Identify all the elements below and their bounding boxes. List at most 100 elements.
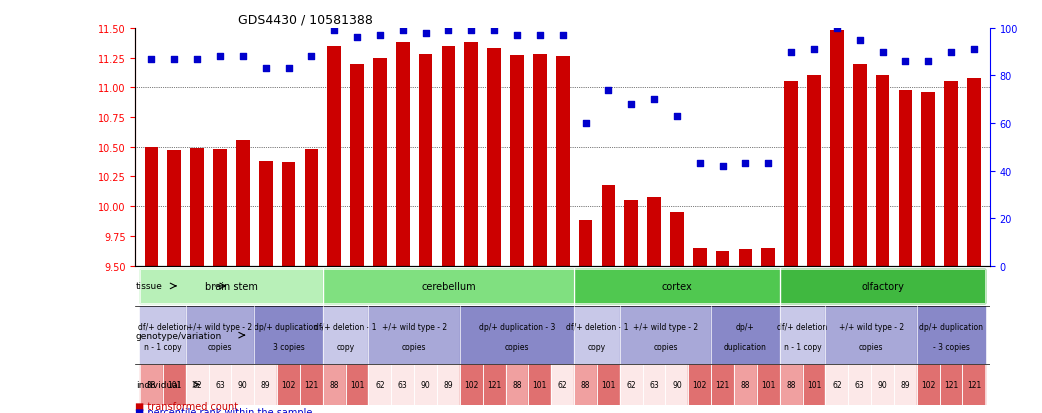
Text: - 3 copies: - 3 copies xyxy=(933,342,969,351)
Bar xyxy=(917,306,986,364)
Point xyxy=(440,28,456,35)
Text: +/+ wild type - 2: +/+ wild type - 2 xyxy=(632,322,698,331)
Point xyxy=(189,57,205,63)
Text: cortex: cortex xyxy=(662,281,692,291)
Text: 121: 121 xyxy=(967,380,981,389)
Bar xyxy=(235,140,250,266)
Bar xyxy=(185,364,208,405)
Bar xyxy=(277,364,300,405)
Bar xyxy=(848,364,871,405)
Bar xyxy=(963,364,986,405)
Text: 102: 102 xyxy=(693,380,706,389)
Point xyxy=(692,161,709,167)
Bar xyxy=(346,364,369,405)
Bar xyxy=(231,364,254,405)
Text: olfactory: olfactory xyxy=(861,281,904,291)
Text: 63: 63 xyxy=(215,380,225,389)
Point xyxy=(212,54,228,61)
Point xyxy=(920,59,937,65)
Bar xyxy=(392,364,414,405)
Bar xyxy=(277,364,300,405)
Bar xyxy=(921,93,935,266)
Bar xyxy=(208,364,231,405)
Point xyxy=(943,49,960,56)
Text: 102: 102 xyxy=(921,380,936,389)
Bar xyxy=(963,364,986,405)
Point xyxy=(623,102,640,108)
Text: 101: 101 xyxy=(807,380,821,389)
Point xyxy=(349,35,366,42)
Bar xyxy=(488,49,501,266)
Bar xyxy=(254,306,323,364)
Bar xyxy=(739,249,752,266)
Bar xyxy=(808,76,821,266)
Text: individual: individual xyxy=(135,380,180,389)
Bar xyxy=(574,364,597,405)
Bar xyxy=(894,364,917,405)
Bar xyxy=(140,269,323,304)
Point xyxy=(166,57,182,63)
Bar xyxy=(666,364,689,405)
Bar xyxy=(689,364,712,405)
Text: 88: 88 xyxy=(580,380,590,389)
Bar xyxy=(620,364,643,405)
Point xyxy=(143,57,159,63)
Bar xyxy=(802,364,825,405)
Text: 101: 101 xyxy=(761,380,775,389)
FancyArrow shape xyxy=(574,269,779,304)
Text: 88: 88 xyxy=(147,380,156,389)
Bar xyxy=(304,150,318,266)
Point xyxy=(486,28,502,35)
Point xyxy=(966,47,983,54)
Bar xyxy=(442,47,455,266)
Text: 88: 88 xyxy=(787,380,796,389)
Bar xyxy=(762,248,775,266)
Bar xyxy=(894,364,917,405)
Point xyxy=(897,59,914,65)
Bar xyxy=(624,201,638,266)
Bar xyxy=(140,306,185,364)
Bar xyxy=(967,79,981,266)
Text: 90: 90 xyxy=(421,380,430,389)
Bar xyxy=(460,364,482,405)
Text: cerebellum: cerebellum xyxy=(421,281,476,291)
Text: copies: copies xyxy=(504,342,529,351)
Bar xyxy=(734,364,756,405)
Text: 88: 88 xyxy=(741,380,750,389)
Bar xyxy=(231,364,254,405)
Bar xyxy=(369,306,460,364)
Text: copies: copies xyxy=(653,342,677,351)
Text: 90: 90 xyxy=(672,380,681,389)
Bar xyxy=(369,364,392,405)
Bar xyxy=(944,82,958,266)
Text: 90: 90 xyxy=(877,380,888,389)
Point xyxy=(737,161,753,167)
Bar xyxy=(258,161,273,266)
Bar xyxy=(465,43,478,266)
Bar xyxy=(779,269,986,304)
Point xyxy=(669,113,686,120)
Bar xyxy=(802,364,825,405)
Text: 101: 101 xyxy=(167,380,181,389)
Point xyxy=(714,163,730,170)
Point xyxy=(646,97,663,103)
Point xyxy=(805,47,822,54)
Text: copy: copy xyxy=(588,342,606,351)
Point xyxy=(760,161,776,167)
Text: 89: 89 xyxy=(444,380,453,389)
Text: 102: 102 xyxy=(464,380,478,389)
Bar xyxy=(689,364,712,405)
Bar xyxy=(369,364,392,405)
Bar xyxy=(597,364,620,405)
Bar xyxy=(208,364,231,405)
Bar xyxy=(779,269,986,304)
Text: ■ transformed count: ■ transformed count xyxy=(135,401,239,411)
Bar xyxy=(532,55,547,266)
Bar xyxy=(643,364,666,405)
Bar xyxy=(940,364,963,405)
Text: df/+ deletion: df/+ deletion xyxy=(777,322,827,331)
Bar xyxy=(373,59,387,266)
Text: 90: 90 xyxy=(238,380,248,389)
Text: brain stem: brain stem xyxy=(205,281,257,291)
Text: df/+ deletion - 1: df/+ deletion - 1 xyxy=(315,322,377,331)
